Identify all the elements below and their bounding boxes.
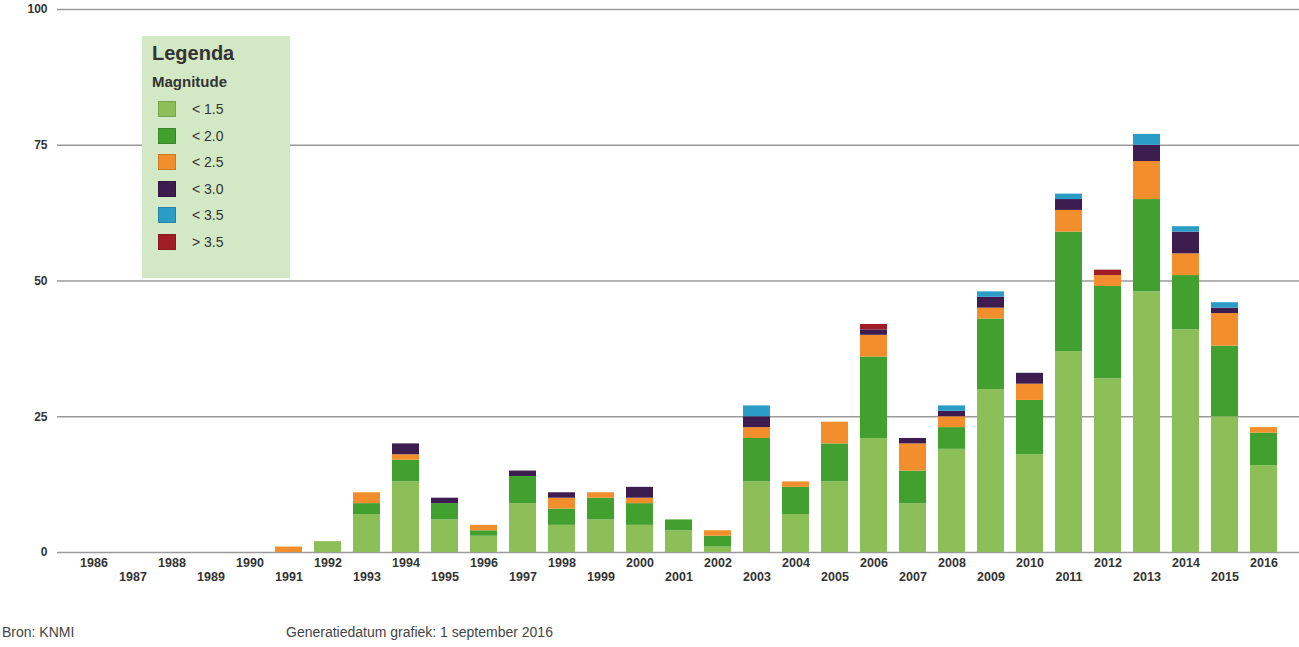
html-text:< 3.5: < 3.5	[192, 207, 224, 224]
svg-text:1994: 1994	[392, 556, 420, 570]
svg-text:50: 50	[34, 274, 48, 288]
html-text:< 3.0: < 3.0	[192, 180, 224, 197]
html-text:Legenda: Legenda	[152, 42, 235, 64]
svg-text:1995: 1995	[431, 570, 459, 584]
html-text:Magnitude: Magnitude	[152, 73, 227, 90]
svg-text:1990: 1990	[236, 556, 264, 570]
svg-text:1999: 1999	[587, 570, 615, 584]
svg-text:75: 75	[34, 138, 48, 152]
svg-text:0: 0	[41, 545, 48, 559]
svg-text:1992: 1992	[314, 556, 342, 570]
svg-text:1986: 1986	[80, 556, 108, 570]
svg-text:25: 25	[34, 410, 48, 424]
svg-text:2008: 2008	[938, 556, 966, 570]
html-text:> 3.5: > 3.5	[192, 233, 224, 250]
html-text:< 2.0: < 2.0	[192, 127, 224, 144]
html-text:< 1.5: < 1.5	[192, 101, 224, 118]
svg-text:1997: 1997	[509, 570, 537, 584]
svg-text:2003: 2003	[743, 570, 771, 584]
svg-text:2011: 2011	[1055, 570, 1082, 584]
svg-text:1987: 1987	[119, 570, 147, 584]
svg-text:2000: 2000	[626, 556, 654, 570]
html-text:Bron: KNMI: Bron: KNMI	[2, 624, 75, 640]
svg-text:2012: 2012	[1094, 556, 1122, 570]
html-text:Generatiedatum grafiek: 1 sept: Generatiedatum grafiek: 1 september 2016	[286, 624, 553, 640]
svg-text:2014: 2014	[1172, 556, 1200, 570]
svg-text:1998: 1998	[548, 556, 576, 570]
html-text:< 2.5: < 2.5	[192, 154, 224, 171]
svg-text:2016: 2016	[1250, 556, 1278, 570]
svg-text:2002: 2002	[704, 556, 732, 570]
svg-text:2010: 2010	[1016, 556, 1044, 570]
svg-text:2005: 2005	[821, 570, 849, 584]
svg-text:2009: 2009	[977, 570, 1005, 584]
svg-text:2013: 2013	[1133, 570, 1161, 584]
svg-text:2004: 2004	[782, 556, 810, 570]
svg-text:2006: 2006	[860, 556, 888, 570]
svg-text:1989: 1989	[197, 570, 225, 584]
svg-text:2007: 2007	[899, 570, 927, 584]
svg-text:1988: 1988	[158, 556, 186, 570]
svg-text:100: 100	[27, 2, 47, 16]
svg-text:2001: 2001	[665, 570, 693, 584]
svg-text:1991: 1991	[275, 570, 303, 584]
svg-text:1993: 1993	[353, 570, 381, 584]
svg-text:1996: 1996	[470, 556, 498, 570]
svg-text:2015: 2015	[1211, 570, 1239, 584]
